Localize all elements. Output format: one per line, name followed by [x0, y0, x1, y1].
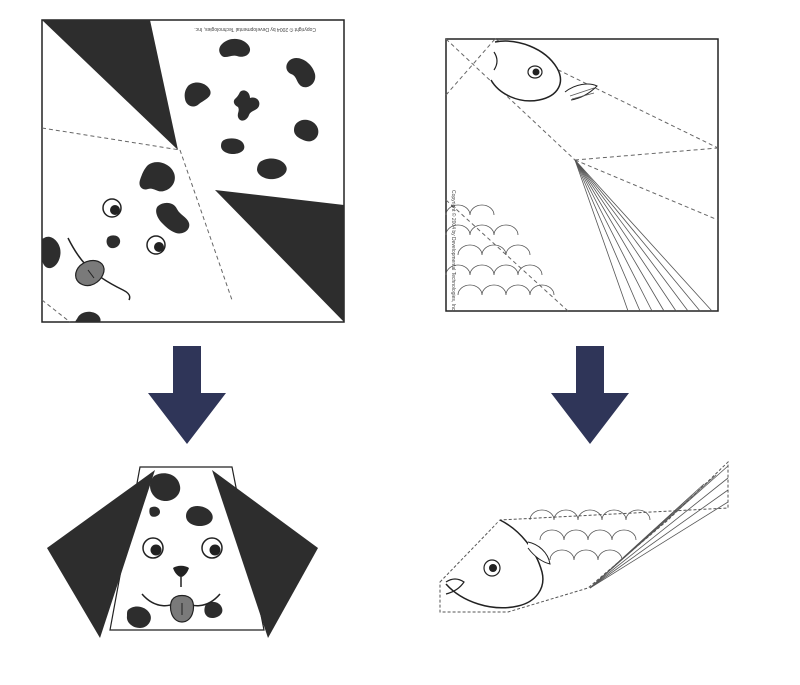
- tail-fin-lines: [589, 465, 729, 589]
- down-arrow-icon: [551, 346, 629, 444]
- tail-fin-lines: [574, 159, 713, 312]
- dog-origami-paper-sheet: Copyright © 2004 by Developmental Techno…: [41, 19, 345, 323]
- origami-fish: [439, 460, 729, 613]
- fish-scales: [529, 509, 651, 561]
- down-arrow-icon: [148, 346, 226, 444]
- dalmatian-spots: [126, 473, 223, 628]
- left-ear: [47, 470, 155, 638]
- fish-head-drawing: [490, 40, 598, 102]
- fish-origami-paper-sheet: Copyright © 2004 by Developmental Techno…: [445, 38, 719, 312]
- dark-ear-triangle: [215, 190, 344, 322]
- paper-copyright-text: Copyright © 2004 by Developmental Techno…: [450, 190, 457, 312]
- paper-copyright-text: Copyright © 2004 by Developmental Techno…: [194, 26, 316, 33]
- fish-scales: [445, 204, 555, 296]
- fold-lines: [445, 38, 719, 312]
- dog-nose: [173, 565, 189, 577]
- fold-lines: [41, 127, 233, 323]
- dalmatian-spots: [42, 38, 319, 322]
- origami-dog-head: [47, 466, 318, 638]
- right-ear: [212, 470, 318, 638]
- dark-ear-triangle: [42, 20, 178, 150]
- dog-face-drawing: [67, 198, 166, 301]
